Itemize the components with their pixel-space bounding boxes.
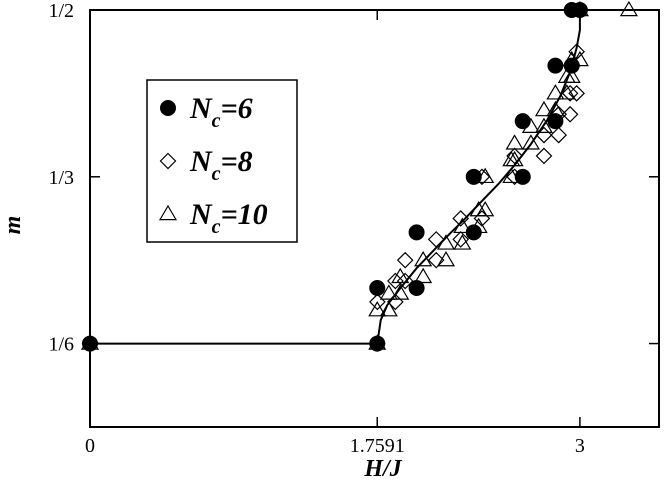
point-s2-20 [505,134,524,150]
x-tick-label-0: 0 [85,435,95,457]
legend-marker-1 [159,152,177,170]
x-tick-label-2: 3 [575,435,585,457]
legend: Nc=6 Nc=8 Nc=10 [146,79,298,243]
point-s2-4 [379,284,398,300]
y-tick-label-2: 1/2 [48,0,74,22]
point-s1-9 [452,231,470,248]
point-s2-6 [391,267,410,284]
plot-frame [89,9,660,428]
point-s1-0 [81,335,99,352]
point-s0-10 [547,57,564,74]
point-s2-21 [521,134,540,150]
point-s1-20 [561,85,579,102]
point-s1-12 [473,168,491,186]
x-axis-label: H/J [363,456,402,482]
point-s1-8 [427,231,445,248]
point-s1-14 [506,147,523,165]
point-s2-12 [453,217,472,234]
point-s2-22 [521,117,540,133]
point-s2-16 [476,167,495,184]
point-s1-23 [571,1,589,19]
ticks: 0 1.7591 3 1/6 1/3 1/2 [48,0,659,457]
point-s1-7 [427,251,445,269]
point-s1-16 [535,126,553,144]
point-s2-13 [469,217,488,234]
y-tick-label-1: 1/3 [48,167,74,189]
point-s0-9 [547,113,564,130]
point-s2-3 [379,301,398,317]
point-s2-32 [570,0,589,17]
point-s2-7 [414,267,433,284]
point-s2-15 [476,200,495,217]
point-s2-2 [368,301,387,317]
point-s1-1 [368,335,386,352]
point-s2-5 [391,284,410,300]
point-s2-1 [368,334,387,350]
point-s1-10 [452,210,470,227]
point-s0-8 [514,113,531,130]
point-s1-15 [535,147,553,165]
legend-label-0: Nc=6 [189,92,253,132]
point-s2-0 [80,334,100,350]
point-s2-31 [570,50,589,67]
point-s0-2 [369,280,386,296]
point-s2-9 [436,250,456,267]
point-s2-17 [502,167,521,184]
point-s1-13 [506,168,523,186]
legend-label-1: Nc=8 [189,145,253,185]
point-s2-10 [436,234,456,250]
point-s1-17 [550,126,568,144]
point-s1-21 [568,85,585,102]
point-s2-23 [534,117,554,133]
point-s2-24 [534,100,554,117]
point-s2-26 [546,84,565,100]
y-tick-label-0: 1/6 [48,334,74,356]
point-s2-19 [505,150,524,167]
point-s2-25 [546,100,565,117]
markers-layer [80,0,638,352]
point-s1-5 [396,272,414,290]
point-s1-19 [561,105,579,123]
point-s2-11 [453,234,472,250]
y-axis-label: m [0,216,26,235]
point-s2-33 [619,0,638,17]
point-s1-6 [396,251,414,269]
point-s2-29 [562,67,581,83]
legend-items: Nc=6 Nc=8 Nc=10 [158,92,268,238]
legend-marker-2 [158,204,178,221]
legend-marker-0 [160,100,176,116]
point-s2-27 [557,84,576,100]
point-s1-18 [550,105,568,123]
legend-label-2: Nc=10 [189,198,268,238]
point-s2-8 [414,250,433,267]
point-s0-4 [408,224,425,241]
x-tick-label-1: 1.7591 [350,435,405,457]
